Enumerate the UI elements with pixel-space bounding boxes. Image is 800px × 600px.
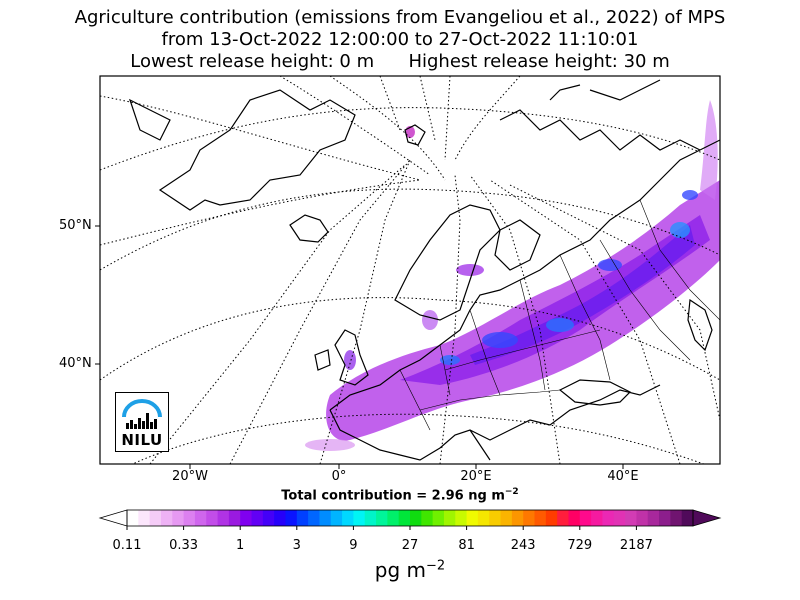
graticule	[100, 76, 720, 464]
colorbar-segment	[149, 510, 162, 526]
colorbar-max-extend	[692, 509, 722, 527]
colorbar-segment	[206, 510, 219, 526]
colorbar-unit-label: pg m−2	[374, 558, 446, 582]
colorbar-segment	[455, 510, 468, 526]
colorbar-segment	[376, 510, 388, 526]
colorbar-segment	[625, 510, 637, 526]
colorbar-segment	[545, 510, 558, 526]
colorbar-segment	[172, 510, 185, 526]
colorbar-segment	[285, 510, 298, 526]
lon-label-20e: 20°E	[460, 469, 492, 484]
total-contribution-label: Total contribution = 2.96 ng m−2	[281, 487, 519, 504]
colorbar-segment	[398, 510, 411, 526]
colorbar-segment	[568, 510, 581, 526]
figure-title-line-2: from 13-Oct-2022 12:00:00 to 27-Oct-2022…	[161, 29, 639, 50]
nilu-logo-graphic	[122, 399, 162, 429]
colorbar-segment	[240, 510, 253, 526]
colorbar-segment	[274, 510, 286, 526]
colorbar-segment	[591, 510, 603, 526]
colorbar-segment	[477, 510, 490, 526]
colorbar-tick-label: 243	[510, 538, 536, 553]
colorbar-segment	[602, 510, 615, 526]
colorbar-segment	[319, 510, 332, 526]
colorbar-segment	[364, 510, 377, 526]
nilu-logo: NILU	[115, 392, 169, 452]
colorbar-segment	[636, 510, 649, 526]
colorbar-min-extend	[98, 509, 128, 527]
colorbar-tick-label: 0.33	[169, 538, 199, 553]
colorbar-segment	[183, 510, 196, 526]
colorbar-tick-label: 3	[292, 538, 301, 553]
lon-label-40e: 40°E	[607, 469, 639, 484]
colorbar-segment	[647, 510, 660, 526]
colorbar-segment	[138, 510, 151, 526]
colorbar-segment	[262, 510, 275, 526]
lon-label-0: 0°	[331, 469, 347, 484]
lat-label-40n: 40°N	[59, 356, 92, 371]
figure-title-line-1: Agriculture contribution (emissions from…	[74, 7, 726, 28]
colorbar-tick-label: 81	[458, 538, 475, 553]
colorbar-segment	[466, 510, 479, 526]
colorbar-segment	[523, 510, 536, 526]
colorbar-segment	[387, 510, 400, 526]
lat-label-50n: 50°N	[59, 218, 92, 233]
colorbar-tick-label: 9	[349, 538, 358, 553]
colorbar-tick-label: 2187	[619, 538, 653, 553]
colorbar-segment	[489, 510, 502, 526]
colorbar-segment	[228, 510, 241, 526]
map-area	[100, 76, 720, 464]
colorbar-tick-label: 1	[236, 538, 245, 553]
colorbar-segment	[681, 510, 694, 526]
colorbar-tick-label: 27	[401, 538, 419, 553]
colorbar-segment	[500, 510, 513, 526]
nilu-logo-text: NILU	[121, 431, 163, 449]
figure-title-line-3: Lowest release height: 0 m Highest relea…	[130, 51, 670, 72]
colorbar-segment	[217, 510, 230, 526]
colorbar-segment	[557, 510, 569, 526]
colorbar-segment	[670, 510, 683, 526]
map-frame	[99, 75, 721, 465]
colorbar-segment	[659, 510, 671, 526]
colorbar-segment	[308, 510, 320, 526]
coastlines	[128, 79, 720, 461]
colorbar-segment	[251, 510, 264, 526]
colorbar-segment	[432, 510, 445, 526]
country-borders	[399, 199, 720, 431]
colorbar-segment	[296, 510, 309, 526]
colorbar-segment	[421, 510, 434, 526]
colorbar-segment	[410, 510, 422, 526]
colorbar-segment	[511, 510, 524, 526]
colorbar-segment	[330, 510, 343, 526]
colorbar-segment	[342, 510, 354, 526]
axis-ticks	[95, 225, 624, 469]
colorbar-segment	[160, 510, 173, 526]
colorbar	[98, 509, 722, 530]
concentration-plume	[305, 100, 720, 451]
lon-label-20w: 20°W	[172, 469, 208, 484]
colorbar-segment	[127, 510, 139, 526]
colorbar-segment	[443, 510, 456, 526]
colorbar-segment	[613, 510, 626, 526]
colorbar-segment	[194, 510, 207, 526]
colorbar-segment	[579, 510, 592, 526]
colorbar-tick-label: 729	[567, 538, 593, 553]
colorbar-segment	[353, 510, 366, 526]
colorbar-segment	[534, 510, 547, 526]
colorbar-tick-label: 0.11	[112, 538, 142, 553]
